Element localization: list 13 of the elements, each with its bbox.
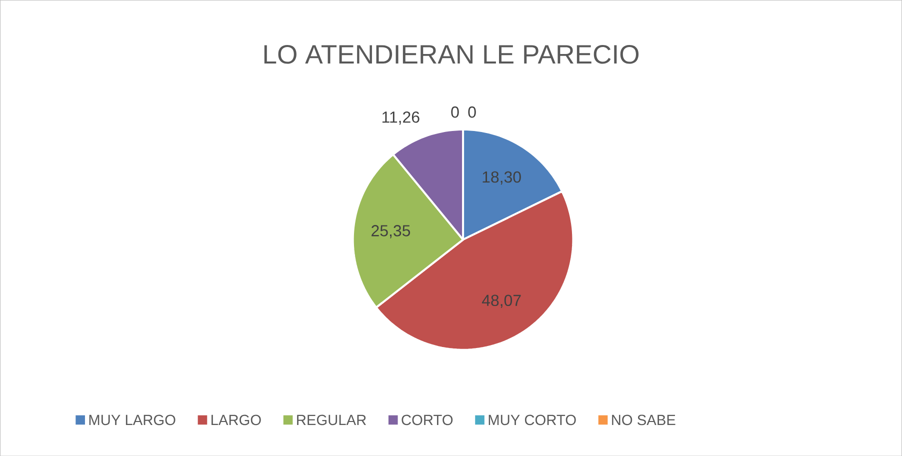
data-label: 18,30 (482, 171, 521, 184)
legend-label: MUY LARGO (89, 414, 176, 425)
legend-label: NO SABE (612, 414, 676, 425)
legend-label: REGULAR (297, 414, 366, 425)
legend-label: MUY CORTO (488, 414, 576, 425)
data-label: 48,07 (482, 294, 521, 308)
text: 0 (468, 106, 476, 118)
legend-label: CORTO (402, 414, 453, 425)
legend-label: LARGO (212, 414, 261, 425)
data-label: 25,35 (372, 224, 410, 238)
chart-title: LO ATENDIERAN LE PARECIO (264, 44, 639, 64)
data-label: 11,26 (382, 111, 420, 125)
text: 0 (451, 106, 459, 118)
